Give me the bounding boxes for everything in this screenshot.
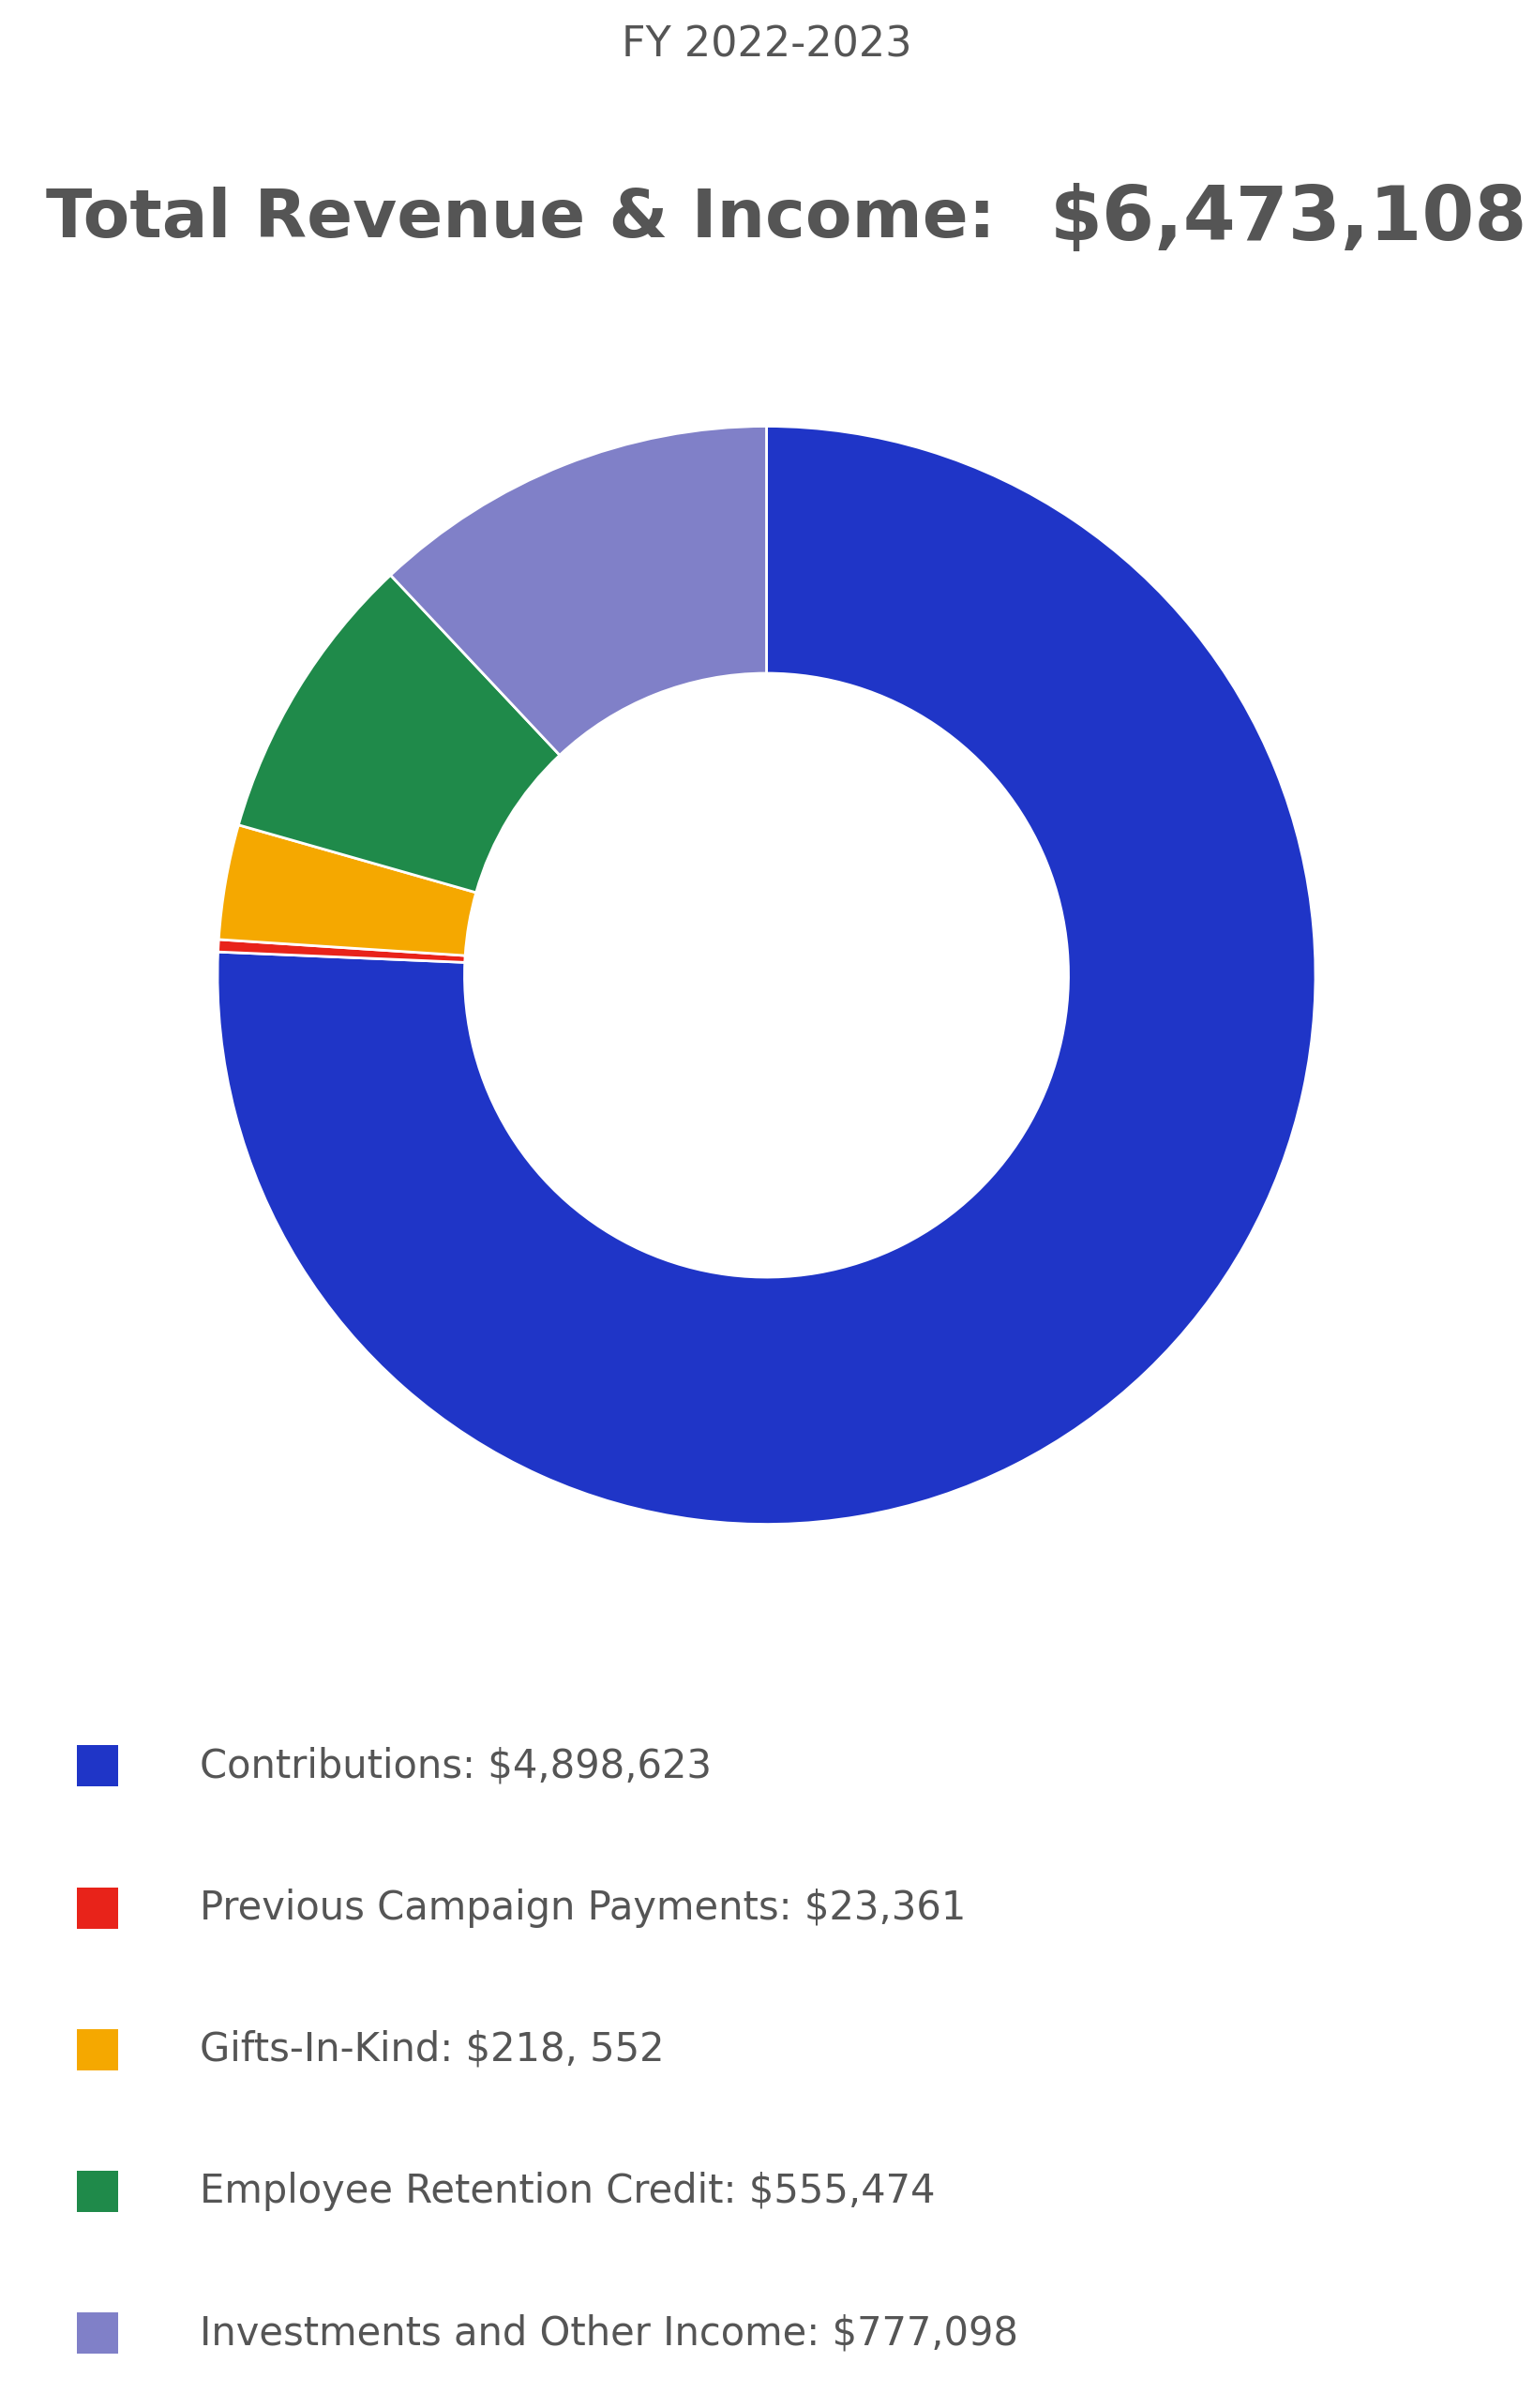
Wedge shape [239, 576, 560, 893]
Wedge shape [219, 826, 477, 956]
Text: Gifts-In-Kind: $218, 552: Gifts-In-Kind: $218, 552 [199, 2030, 664, 2068]
Wedge shape [391, 426, 766, 756]
Text: Investments and Other Income: $777,098: Investments and Other Income: $777,098 [199, 2314, 1018, 2353]
Text: Total Revenue & Income:: Total Revenue & Income: [46, 188, 1042, 250]
Text: Employee Retention Credit: $555,474: Employee Retention Credit: $555,474 [199, 2172, 935, 2211]
Text: $6,473,108: $6,473,108 [1050, 183, 1528, 255]
FancyBboxPatch shape [77, 2312, 118, 2355]
FancyBboxPatch shape [77, 2030, 118, 2071]
Text: Previous Campaign Payments: $23,361: Previous Campaign Payments: $23,361 [199, 1888, 966, 1926]
FancyBboxPatch shape [77, 2172, 118, 2213]
Text: Contributions: $4,898,623: Contributions: $4,898,623 [199, 1746, 711, 1787]
FancyBboxPatch shape [77, 1888, 118, 1929]
Wedge shape [218, 939, 464, 963]
Text: FY 2022-2023: FY 2022-2023 [621, 24, 912, 65]
FancyBboxPatch shape [77, 1746, 118, 1787]
Wedge shape [218, 426, 1315, 1524]
